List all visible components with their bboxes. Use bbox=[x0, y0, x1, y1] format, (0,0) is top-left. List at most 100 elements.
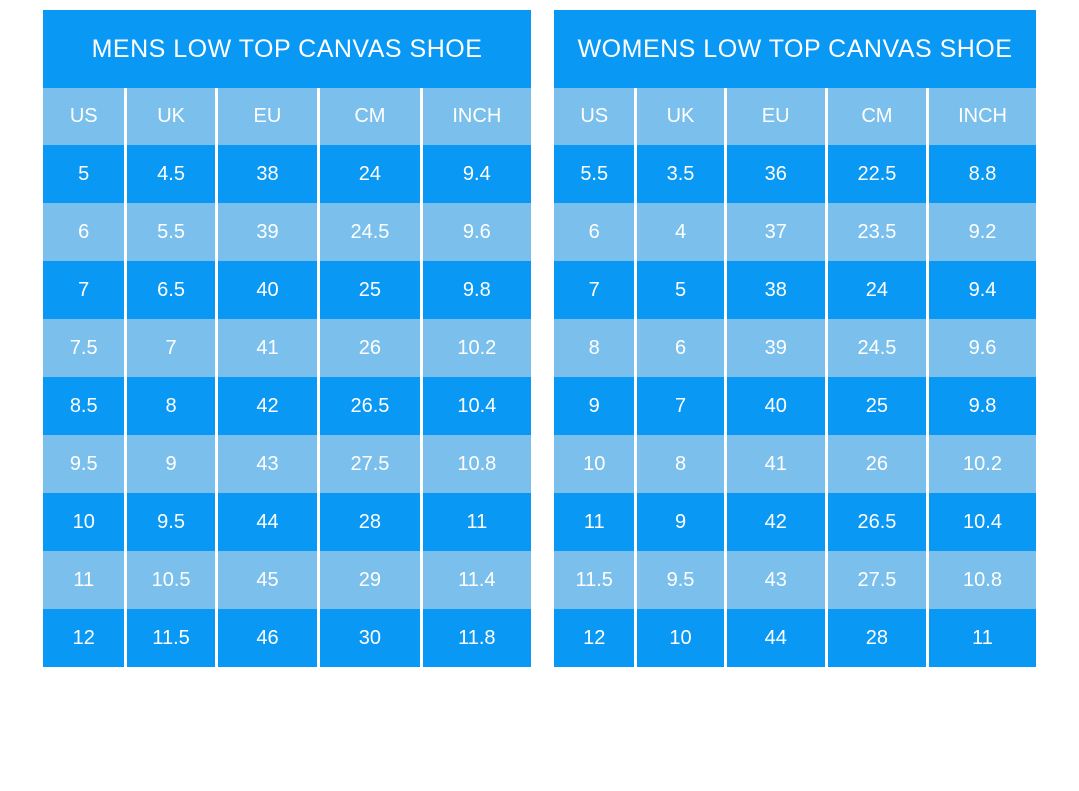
table-cell: 7 bbox=[634, 377, 726, 435]
table-cell: 11 bbox=[554, 493, 636, 551]
table-cell: 10.4 bbox=[419, 377, 531, 435]
table-cell: 9.6 bbox=[926, 319, 1036, 377]
mens-size-table: US UK EU CM INCH 5 4.5 38 24 9.4 6 5.5 39 24.5 9.6 7 6.… bbox=[43, 88, 531, 667]
table-cell: 28 bbox=[317, 493, 422, 551]
table-cell: 46 bbox=[214, 609, 319, 667]
table-row: 10 8 41 26 10.2 bbox=[554, 435, 1036, 493]
table-cell: 44 bbox=[214, 493, 319, 551]
table-cell: 12 bbox=[554, 609, 636, 667]
table-cell: 10 bbox=[634, 609, 726, 667]
table-cell: 9 bbox=[554, 377, 636, 435]
table-cell: 38 bbox=[214, 145, 319, 203]
table-cell: 11 bbox=[419, 493, 531, 551]
table-cell: 26 bbox=[317, 319, 422, 377]
table-row: 11 10.5 45 29 11.4 bbox=[43, 551, 531, 609]
table-cell: 39 bbox=[723, 319, 827, 377]
table-cell: 6 bbox=[554, 203, 636, 261]
womens-size-chart: WOMENS LOW TOP CANVAS SHOE US UK EU CM INCH … bbox=[554, 10, 1036, 667]
table-cell: 25 bbox=[824, 377, 928, 435]
table-cell: 40 bbox=[214, 261, 319, 319]
table-cell: 11.5 bbox=[124, 609, 217, 667]
table-cell: 5.5 bbox=[554, 145, 636, 203]
table-cell: 9.2 bbox=[926, 203, 1036, 261]
table-cell: 25 bbox=[317, 261, 422, 319]
table-cell: 4 bbox=[634, 203, 726, 261]
table-cell: 41 bbox=[214, 319, 319, 377]
mens-table-body: 5 4.5 38 24 9.4 6 5.5 39 24.5 9.6 7 6.5 40 25 9.8 7.5 7 4… bbox=[43, 145, 531, 667]
table-cell: 10 bbox=[43, 493, 126, 551]
table-cell: 9.4 bbox=[419, 145, 531, 203]
table-row: 9.5 9 43 27.5 10.8 bbox=[43, 435, 531, 493]
table-cell: 26 bbox=[824, 435, 928, 493]
column-header-uk: UK bbox=[124, 88, 217, 145]
table-cell: 11.4 bbox=[419, 551, 531, 609]
table-cell: 43 bbox=[723, 551, 827, 609]
table-cell: 7 bbox=[43, 261, 126, 319]
table-cell: 6.5 bbox=[124, 261, 217, 319]
table-cell: 10.2 bbox=[926, 435, 1036, 493]
column-header-inch: INCH bbox=[926, 88, 1036, 145]
column-header-cm: CM bbox=[824, 88, 928, 145]
table-row: 6 5.5 39 24.5 9.6 bbox=[43, 203, 531, 261]
column-header-us: US bbox=[554, 88, 636, 145]
table-row: 7 6.5 40 25 9.8 bbox=[43, 261, 531, 319]
table-cell: 9.5 bbox=[124, 493, 217, 551]
table-row: 8 6 39 24.5 9.6 bbox=[554, 319, 1036, 377]
table-cell: 45 bbox=[214, 551, 319, 609]
table-cell: 11 bbox=[43, 551, 126, 609]
table-cell: 37 bbox=[723, 203, 827, 261]
table-cell: 23.5 bbox=[824, 203, 928, 261]
table-cell: 8 bbox=[124, 377, 217, 435]
column-header-eu: EU bbox=[214, 88, 319, 145]
table-row: 5.5 3.5 36 22.5 8.8 bbox=[554, 145, 1036, 203]
table-cell: 26.5 bbox=[824, 493, 928, 551]
table-cell: 44 bbox=[723, 609, 827, 667]
table-cell: 9.4 bbox=[926, 261, 1036, 319]
table-cell: 11.5 bbox=[554, 551, 636, 609]
table-cell: 10.5 bbox=[124, 551, 217, 609]
table-cell: 7 bbox=[554, 261, 636, 319]
table-row: 10 9.5 44 28 11 bbox=[43, 493, 531, 551]
table-cell: 10.4 bbox=[926, 493, 1036, 551]
table-cell: 3.5 bbox=[634, 145, 726, 203]
table-cell: 28 bbox=[824, 609, 928, 667]
table-cell: 11.8 bbox=[419, 609, 531, 667]
table-cell: 7.5 bbox=[43, 319, 126, 377]
mens-chart-title: MENS LOW TOP CANVAS SHOE bbox=[43, 10, 531, 88]
table-cell: 8 bbox=[554, 319, 636, 377]
table-row: 8.5 8 42 26.5 10.4 bbox=[43, 377, 531, 435]
table-cell: 7 bbox=[124, 319, 217, 377]
table-cell: 43 bbox=[214, 435, 319, 493]
table-cell: 24 bbox=[824, 261, 928, 319]
table-cell: 9 bbox=[124, 435, 217, 493]
table-row: 7.5 7 41 26 10.2 bbox=[43, 319, 531, 377]
table-row: 9 7 40 25 9.8 bbox=[554, 377, 1036, 435]
column-header-us: US bbox=[43, 88, 126, 145]
table-cell: 30 bbox=[317, 609, 422, 667]
table-cell: 8.8 bbox=[926, 145, 1036, 203]
table-row: 12 11.5 46 30 11.8 bbox=[43, 609, 531, 667]
table-cell: 40 bbox=[723, 377, 827, 435]
womens-table-body: 5.5 3.5 36 22.5 8.8 6 4 37 23.5 9.2 7 5 38 24 9.4 8 6 39 2… bbox=[554, 145, 1036, 667]
table-cell: 41 bbox=[723, 435, 827, 493]
table-cell: 9 bbox=[634, 493, 726, 551]
table-row: 5 4.5 38 24 9.4 bbox=[43, 145, 531, 203]
womens-size-table: US UK EU CM INCH 5.5 3.5 36 22.5 8.8 6 4 37 23.5 9.2 7… bbox=[554, 88, 1036, 667]
table-cell: 10.2 bbox=[419, 319, 531, 377]
table-cell: 8 bbox=[634, 435, 726, 493]
table-cell: 9.8 bbox=[926, 377, 1036, 435]
table-cell: 5.5 bbox=[124, 203, 217, 261]
table-cell: 11 bbox=[926, 609, 1036, 667]
column-header-inch: INCH bbox=[419, 88, 531, 145]
table-cell: 27.5 bbox=[824, 551, 928, 609]
header-row: US UK EU CM INCH bbox=[554, 88, 1036, 145]
table-cell: 36 bbox=[723, 145, 827, 203]
table-cell: 10.8 bbox=[926, 551, 1036, 609]
womens-table-header: US UK EU CM INCH bbox=[554, 88, 1036, 145]
table-cell: 9.6 bbox=[419, 203, 531, 261]
column-header-cm: CM bbox=[317, 88, 422, 145]
table-cell: 24 bbox=[317, 145, 422, 203]
table-cell: 5 bbox=[43, 145, 126, 203]
table-cell: 9.8 bbox=[419, 261, 531, 319]
